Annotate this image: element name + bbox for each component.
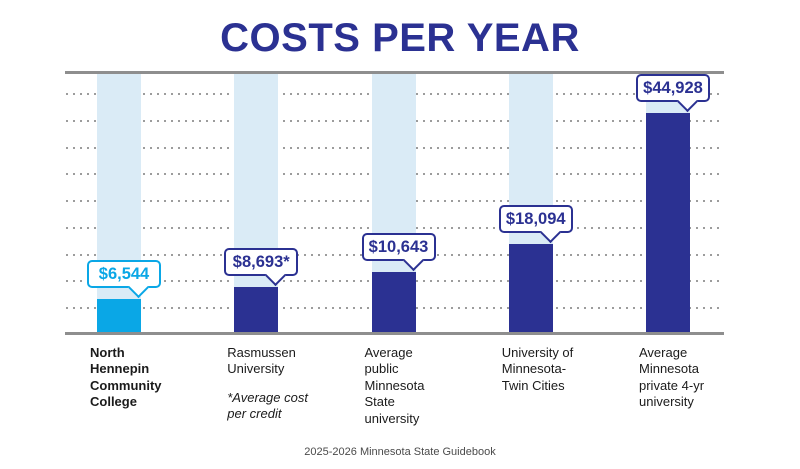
bar bbox=[646, 113, 690, 332]
value-callout: $10,643 bbox=[361, 233, 436, 261]
value-label: $18,094 bbox=[505, 209, 566, 228]
value-callout: $18,094 bbox=[498, 205, 573, 233]
chart-title: COSTS PER YEAR bbox=[220, 16, 580, 60]
category-labels: North Hennepin Community College Rasmusse… bbox=[0, 345, 800, 455]
category-label: North Hennepin Community College bbox=[90, 345, 162, 410]
footer-caption: 2025-2026 Minnesota State Guidebook bbox=[304, 446, 496, 458]
axis-line-bottom bbox=[65, 332, 724, 335]
bar bbox=[97, 299, 141, 332]
bar bbox=[371, 272, 416, 332]
value-label: $44,928 bbox=[643, 78, 703, 97]
category-label: Rasmussen University *Average cost per cr… bbox=[227, 345, 339, 423]
value-callout: $44,928 bbox=[636, 74, 710, 102]
value-callout: $8,693* bbox=[224, 248, 299, 276]
category-label: Average Minnesota private 4-yr universit… bbox=[639, 345, 705, 410]
bar bbox=[508, 244, 553, 332]
category-footnote: *Average cost per credit bbox=[227, 389, 308, 422]
value-label: $10,643 bbox=[368, 237, 429, 256]
chart-area: $6,544 $8,693* $10,643 $18,094 $44,928 bbox=[65, 71, 724, 335]
bar bbox=[234, 287, 279, 332]
value-label: $8,693* bbox=[232, 252, 290, 271]
value-label: $6,544 bbox=[98, 264, 150, 283]
category-label: Average public Minnesota State universit… bbox=[364, 345, 425, 426]
axis-line-top bbox=[65, 71, 724, 74]
value-callout: $6,544 bbox=[87, 260, 161, 288]
category-label: University of Minnesota- Twin Cities bbox=[501, 345, 574, 393]
